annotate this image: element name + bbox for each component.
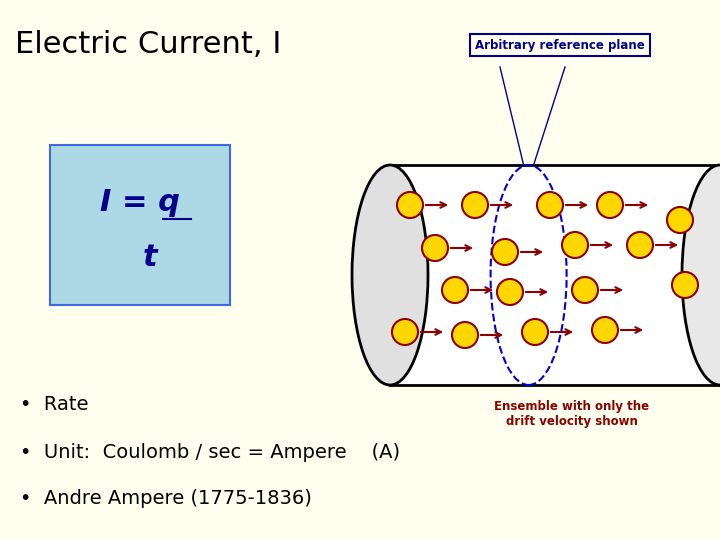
Text: I = q: I = q: [100, 188, 180, 217]
Circle shape: [627, 232, 653, 258]
Text: Arbitrary reference plane: Arbitrary reference plane: [475, 38, 645, 51]
Ellipse shape: [352, 165, 428, 385]
Circle shape: [592, 317, 618, 343]
Text: Electric Current, I: Electric Current, I: [15, 30, 282, 59]
Circle shape: [462, 192, 488, 218]
Circle shape: [562, 232, 588, 258]
Circle shape: [442, 277, 468, 303]
Circle shape: [492, 239, 518, 265]
Circle shape: [452, 322, 478, 348]
Circle shape: [537, 192, 563, 218]
FancyBboxPatch shape: [50, 145, 230, 305]
Circle shape: [672, 272, 698, 298]
Circle shape: [667, 207, 693, 233]
Circle shape: [397, 192, 423, 218]
Bar: [390, 165, 720, 385]
Text: t: t: [143, 244, 157, 273]
Text: •  Rate: • Rate: [20, 395, 89, 415]
Text: •  Andre Ampere (1775-1836): • Andre Ampere (1775-1836): [20, 489, 312, 508]
Text: •  Unit:  Coulomb / sec = Ampere    (A): • Unit: Coulomb / sec = Ampere (A): [20, 442, 400, 462]
Circle shape: [597, 192, 623, 218]
Text: Ensemble with only the
drift velocity shown: Ensemble with only the drift velocity sh…: [494, 400, 649, 428]
Ellipse shape: [682, 165, 720, 385]
Circle shape: [497, 279, 523, 305]
Circle shape: [392, 319, 418, 345]
Circle shape: [422, 235, 448, 261]
Circle shape: [572, 277, 598, 303]
Circle shape: [522, 319, 548, 345]
